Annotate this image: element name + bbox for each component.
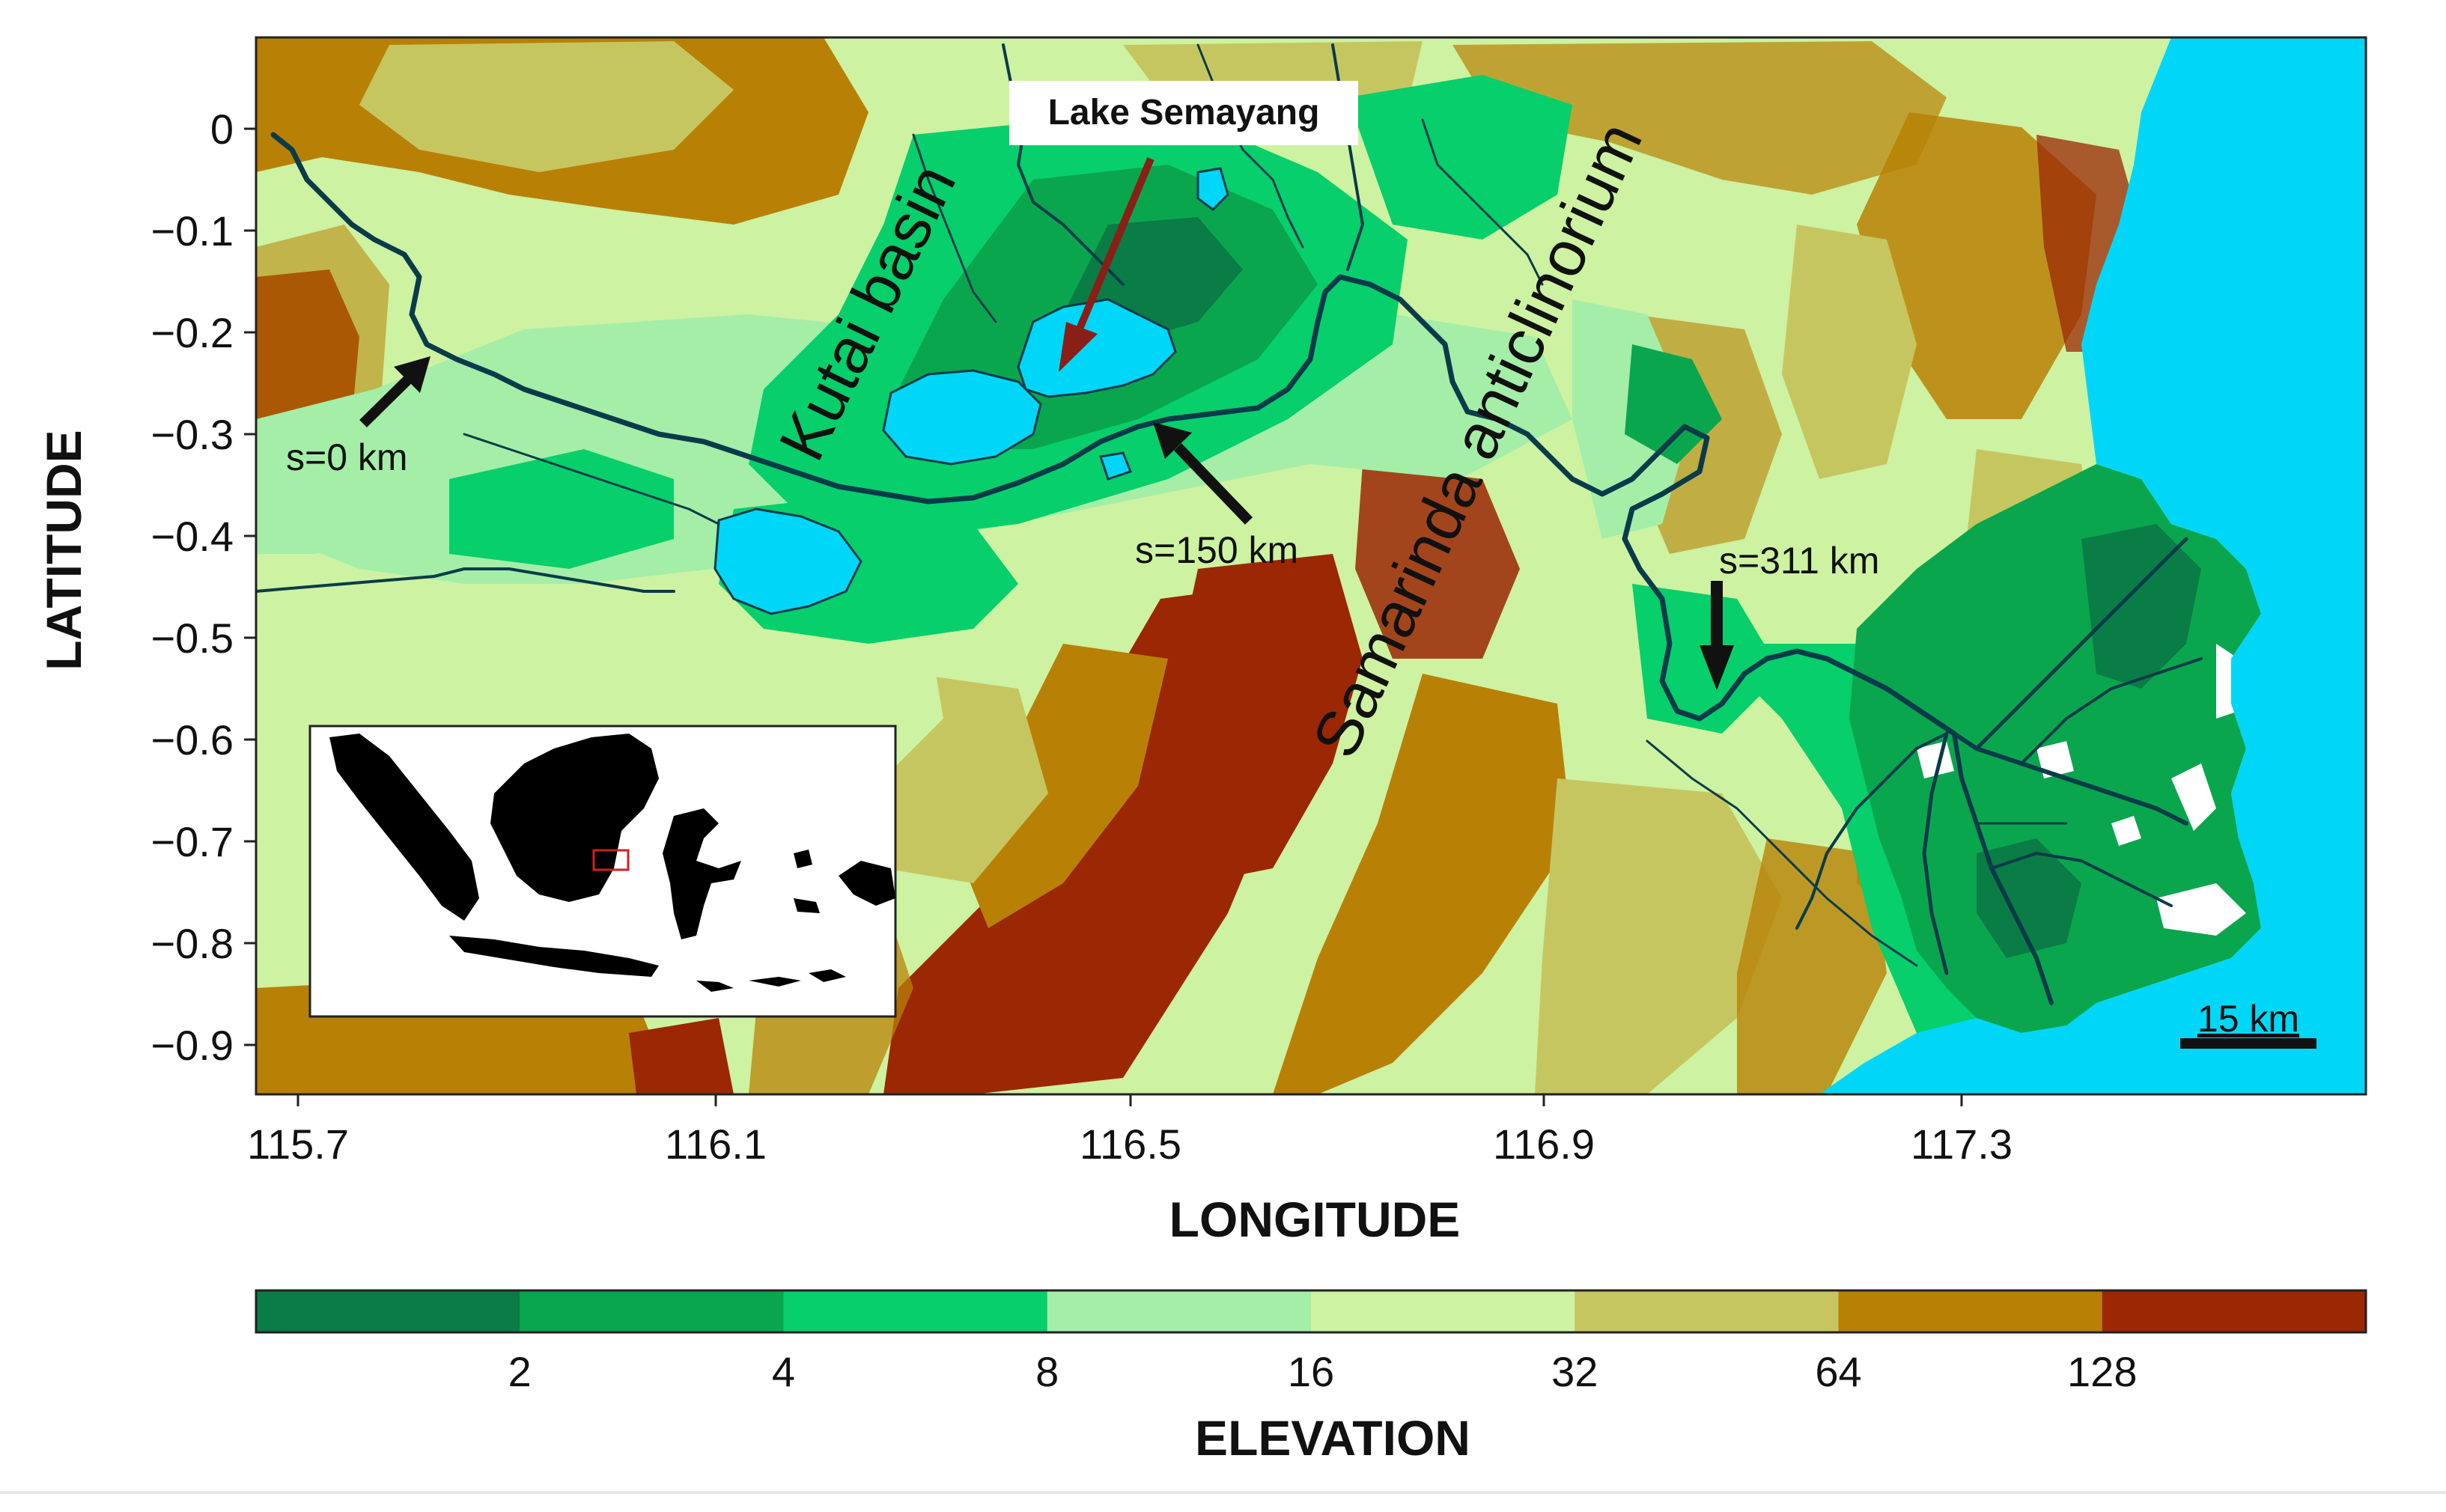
y-tick-label: −0.6 xyxy=(150,716,234,763)
lake-label: Lake Semayang xyxy=(1048,93,1320,132)
y-tick-label: −0.7 xyxy=(150,818,234,865)
distance-marker-s311: s=311 km xyxy=(1700,540,1879,690)
marker-label: s=311 km xyxy=(1719,540,1879,582)
legend-frame xyxy=(255,1289,2367,1334)
y-axis: 0 −0.1 −0.2 −0.3 −0.4 −0.5 −0.6 −0.7 −0.8 −0.9 xyxy=(150,106,256,1069)
marker-label: s=0 km xyxy=(286,436,408,478)
legend-title: ELEVATION xyxy=(1195,1410,1470,1466)
arrowhead xyxy=(1153,422,1192,459)
y-tick-label: −0.5 xyxy=(150,615,234,662)
lake-label-callout: Lake Semayang xyxy=(1009,81,1358,372)
map-panel xyxy=(256,37,2366,1094)
lake-melintang xyxy=(882,369,1042,466)
distance-marker-s150: s=150 km xyxy=(1135,422,1298,571)
inset-landmasses xyxy=(329,734,895,992)
legend-tick-labels: 2 4 8 16 32 64 128 xyxy=(508,1348,2138,1395)
x-axis-title: LONGITUDE xyxy=(1169,1192,1461,1247)
legend-swatch xyxy=(520,1290,784,1332)
sea xyxy=(1819,37,2366,1094)
java xyxy=(449,936,659,977)
arrowhead xyxy=(1700,645,1734,690)
map-frame xyxy=(255,36,2367,1096)
y-tick-label: −0.4 xyxy=(150,513,234,560)
y-tick-label: −0.3 xyxy=(150,411,234,458)
lake-pointer-arrow-shaft xyxy=(1074,157,1154,334)
lakes xyxy=(714,167,1229,615)
legend-tick-label: 8 xyxy=(1035,1348,1059,1395)
y-tick-label: −0.9 xyxy=(150,1022,234,1069)
x-tick-label: 116.1 xyxy=(665,1121,767,1168)
legend-swatch xyxy=(1311,1290,1575,1332)
study-area-highlight xyxy=(592,849,630,871)
rivers xyxy=(256,43,2203,1005)
legend-swatch xyxy=(1838,1290,2103,1332)
legend-swatch xyxy=(256,1290,520,1332)
borneo xyxy=(490,734,659,902)
legend-colorbar xyxy=(256,1290,2367,1332)
scale-bar-label: 15 km xyxy=(2197,998,2299,1040)
x-tick-label: 115.7 xyxy=(247,1121,349,1168)
x-axis: 115.7 116.1 116.5 116.9 117.3 xyxy=(247,1094,2013,1168)
x-tick-label: 117.3 xyxy=(1911,1121,2013,1168)
lake-label-box xyxy=(1009,81,1358,145)
legend-swatch xyxy=(1047,1290,1312,1332)
legend-tick-label: 4 xyxy=(772,1348,795,1395)
legend-swatch xyxy=(1575,1290,1839,1332)
delta xyxy=(1849,464,2261,1033)
x-tick-label: 116.5 xyxy=(1080,1121,1181,1168)
marker-label: s=150 km xyxy=(1135,529,1298,571)
legend-tick-label: 32 xyxy=(1551,1348,1598,1395)
arrowhead xyxy=(394,356,431,393)
legend-tick-label: 16 xyxy=(1288,1348,1334,1395)
x-tick-label: 116.9 xyxy=(1493,1121,1595,1168)
legend-swatch xyxy=(783,1290,1048,1332)
legend-tick-label: 128 xyxy=(2067,1348,2137,1395)
lake-jempang xyxy=(714,507,863,615)
inset-locator-map xyxy=(308,725,897,1018)
lake-pointer-arrowhead xyxy=(1059,322,1098,372)
legend-swatch xyxy=(2102,1290,2367,1332)
y-tick-label: −0.2 xyxy=(150,309,234,356)
distance-marker-s0: s=0 km xyxy=(286,356,431,478)
y-tick-label: 0 xyxy=(210,106,234,153)
scale-bar: 15 km xyxy=(2180,998,2316,1049)
arrow-shaft xyxy=(359,374,414,427)
arrow-shaft xyxy=(1173,443,1253,525)
y-tick-label: −0.8 xyxy=(150,920,234,967)
legend-tick-label: 64 xyxy=(1815,1348,1861,1395)
elevation-legend: 2 4 8 16 32 64 128 ELEVATION xyxy=(255,1289,2367,1466)
y-axis-title: LATITUDE xyxy=(36,430,91,670)
sulawesi xyxy=(663,808,741,939)
legend-tick-label: 2 xyxy=(508,1348,532,1395)
y-tick-label: −0.1 xyxy=(150,207,234,254)
sumatra xyxy=(329,734,479,921)
mahakam-river xyxy=(270,132,1957,737)
